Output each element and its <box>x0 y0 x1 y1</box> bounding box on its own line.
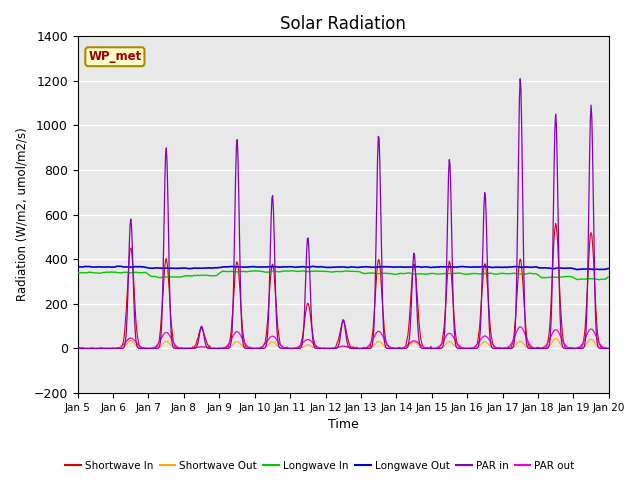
Text: WP_met: WP_met <box>88 50 141 63</box>
Y-axis label: Radiation (W/m2, umol/m2/s): Radiation (W/m2, umol/m2/s) <box>15 128 28 301</box>
X-axis label: Time: Time <box>328 419 358 432</box>
Legend: Shortwave In, Shortwave Out, Longwave In, Longwave Out, PAR in, PAR out: Shortwave In, Shortwave Out, Longwave In… <box>61 456 579 475</box>
Title: Solar Radiation: Solar Radiation <box>280 15 406 33</box>
